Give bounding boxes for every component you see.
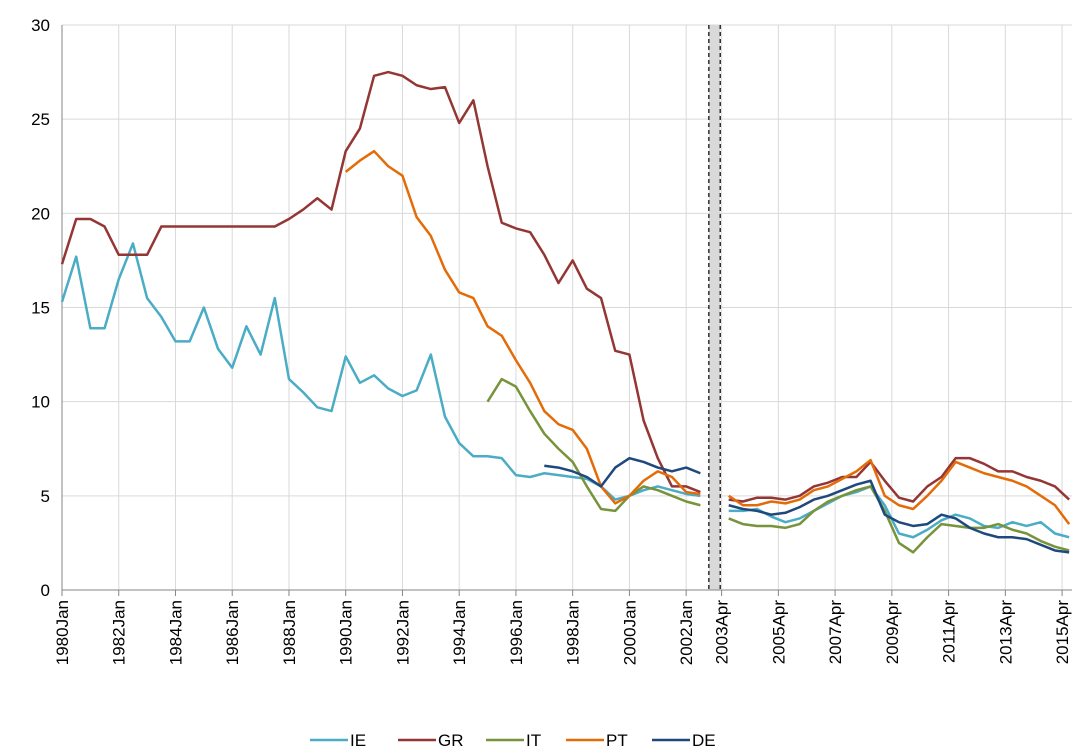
x-tick-label: 1984Jan: [166, 600, 185, 665]
x-tick-label: 2009Apr: [883, 600, 902, 665]
series-line: [344, 149, 701, 505]
series-line: [486, 377, 701, 513]
x-tick-label: 2013Apr: [996, 600, 1015, 665]
x-tick-label: 1990Jan: [337, 600, 356, 665]
x-tick-label: 1988Jan: [280, 600, 299, 665]
x-tick-label: 2000Jan: [620, 600, 639, 665]
y-tick-label: 25: [31, 110, 50, 129]
x-tick-label: 1994Jan: [450, 600, 469, 665]
series-line: [728, 485, 1070, 554]
y-tick-label: 0: [41, 581, 50, 600]
series-line: [728, 479, 1070, 554]
legend-label: IE: [350, 731, 366, 750]
y-tick-label: 15: [31, 299, 50, 318]
legend-label: IT: [526, 731, 541, 750]
series-line: [60, 242, 701, 501]
x-tick-label: 2015Apr: [1053, 600, 1072, 665]
x-tick-label: 2011Apr: [940, 600, 959, 663]
x-tick-label: 2005Apr: [769, 600, 788, 665]
x-tick-label: 1986Jan: [223, 600, 242, 665]
x-tick-label: 1992Jan: [393, 600, 412, 665]
series-line: [60, 70, 701, 494]
y-tick-label: 20: [31, 204, 50, 223]
legend-label: DE: [692, 731, 716, 750]
x-tick-label: 2007Apr: [826, 600, 845, 665]
series-line: [728, 456, 1071, 503]
y-tick-label: 10: [31, 393, 50, 412]
x-tick-label: 1998Jan: [564, 600, 583, 665]
legend: IE GR IT PT DE: [310, 731, 716, 750]
x-tick-label: 1980Jan: [53, 600, 72, 665]
y-tick-label: 30: [31, 16, 50, 35]
x-tick-label: 2003Apr: [713, 600, 732, 665]
shaded-region: [708, 25, 721, 590]
series-line: [544, 456, 701, 488]
series-line: [728, 485, 1070, 539]
series-line: [728, 458, 1071, 525]
x-tick-label: 1996Jan: [507, 600, 526, 665]
legend-label: PT: [606, 731, 628, 750]
y-tick-label: 5: [41, 487, 50, 506]
x-tick-label: 1982Jan: [110, 600, 129, 665]
x-tick-label: 2002Jan: [677, 600, 696, 665]
legend-label: GR: [438, 731, 464, 750]
